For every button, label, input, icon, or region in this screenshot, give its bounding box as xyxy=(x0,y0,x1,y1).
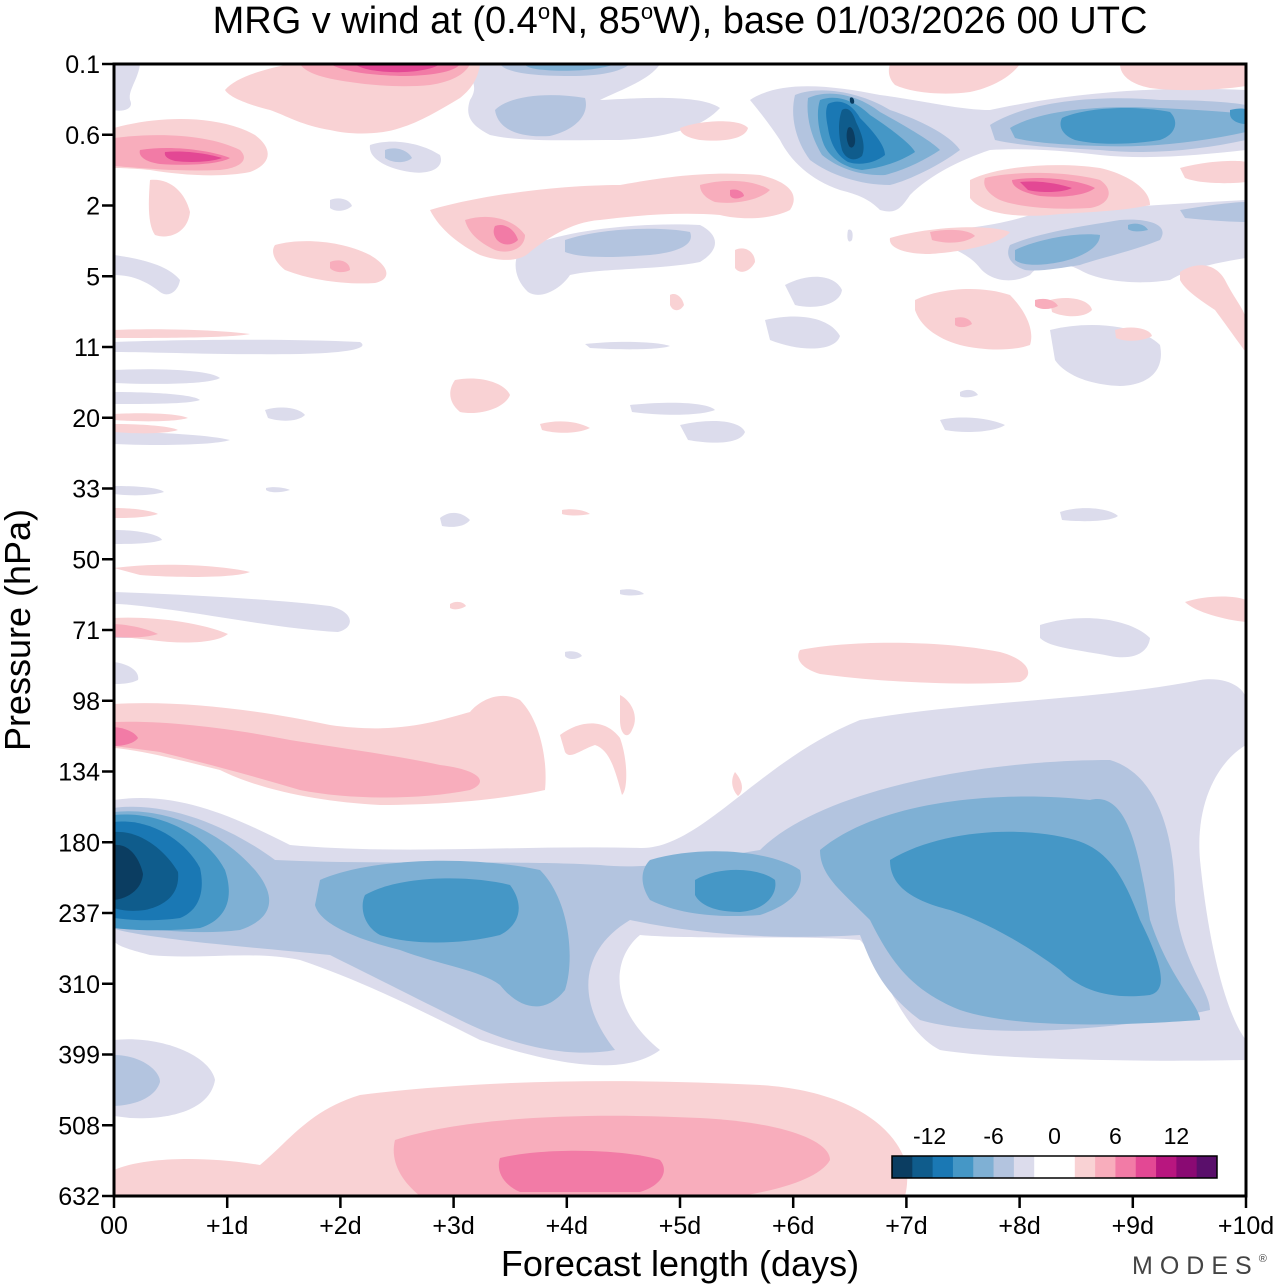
colorbar-label: 12 xyxy=(1164,1123,1190,1149)
y-axis: 0.1 0.6 2 5 11 20 33 50 71 98 134 180 237 310 399 508 63… xyxy=(58,51,114,1211)
x-tick-label: 00 xyxy=(100,1212,128,1240)
colorbar-label: -6 xyxy=(983,1123,1003,1149)
contour-neg-l4 xyxy=(114,814,1161,997)
colorbar-swatch xyxy=(1196,1156,1218,1178)
y-tick-label: 0.1 xyxy=(65,51,100,79)
contour-pos-mid-right xyxy=(798,596,1246,684)
colorbar-swatch xyxy=(1115,1156,1137,1178)
y-axis-label: Pressure (hPa) xyxy=(0,509,38,751)
x-tick-label: +6d xyxy=(772,1212,814,1240)
contour-pos-strat-1 xyxy=(114,64,1246,434)
contour-neg-strat-4 xyxy=(817,97,1246,170)
colorbar-swatch xyxy=(993,1156,1015,1178)
x-tick-label: +7d xyxy=(885,1212,927,1240)
colorbar-label: 0 xyxy=(1048,1123,1061,1149)
y-tick-label: 2 xyxy=(86,193,100,221)
contour-neg-l7 xyxy=(114,844,143,900)
y-tick-label: 33 xyxy=(72,476,100,504)
contour-field xyxy=(114,64,1246,1196)
x-axis-label: Forecast length (days) xyxy=(501,1243,859,1284)
colorbar-swatch xyxy=(952,1156,974,1178)
contour-pos-mid-small xyxy=(114,508,590,643)
y-tick-label: 310 xyxy=(58,971,100,999)
colorbar-swatch xyxy=(1156,1156,1177,1178)
brand-logo: MODES® xyxy=(1132,1252,1267,1280)
chart-title: MRG v wind at (0.4oN, 85oW), base 01/03/… xyxy=(213,0,1148,42)
colorbar-label: -12 xyxy=(913,1123,946,1149)
colorbar-swatch xyxy=(912,1156,934,1178)
colorbar-swatch xyxy=(932,1156,954,1178)
y-tick-label: 5 xyxy=(86,263,100,291)
contour-pos-upper-2 xyxy=(114,721,480,798)
colorbar-swatch xyxy=(892,1156,913,1178)
contour-pos-bottom-3 xyxy=(498,1150,664,1192)
colorbar-swatch xyxy=(1176,1156,1198,1178)
y-tick-label: 71 xyxy=(72,617,100,645)
contour-neg-lowleft2 xyxy=(114,1055,160,1106)
colorbar-swatch xyxy=(1074,1156,1096,1178)
y-tick-label: 632 xyxy=(58,1183,100,1211)
colorbar-swatch xyxy=(1054,1156,1076,1178)
colorbar-swatch xyxy=(1013,1156,1035,1178)
colorbar-frame xyxy=(891,1155,1218,1179)
contour-neg-strat-2 xyxy=(385,64,1246,271)
x-tick-label: +3d xyxy=(432,1212,474,1240)
y-tick-label: 180 xyxy=(58,829,100,857)
contour-pos-upper-3 xyxy=(114,727,138,746)
x-tick-label: +10d xyxy=(1218,1212,1274,1240)
colorbar-swatch xyxy=(1135,1156,1157,1178)
x-axis: 00 +1d +2d +3d +4d +5d +6d +7d +8d +9d +10d xyxy=(100,1196,1274,1240)
x-tick-label: +1d xyxy=(206,1212,248,1240)
y-tick-label: 20 xyxy=(72,405,100,433)
colorbar-swatch xyxy=(1095,1156,1116,1178)
x-tick-label: +4d xyxy=(546,1212,588,1240)
x-tick-label: +8d xyxy=(998,1212,1040,1240)
y-tick-label: 0.6 xyxy=(65,122,100,150)
colorbar-swatch xyxy=(1034,1156,1055,1178)
y-tick-label: 98 xyxy=(72,688,100,716)
colorbar: -12 -6 0 6 12 xyxy=(891,1123,1218,1179)
y-tick-label: 50 xyxy=(72,546,100,574)
colorbar-label: 6 xyxy=(1109,1123,1122,1149)
x-tick-label: +2d xyxy=(319,1212,361,1240)
contour-neg-strat-7 xyxy=(846,97,856,148)
contour-pos-mid-small2 xyxy=(114,624,158,638)
y-tick-label: 399 xyxy=(58,1042,100,1070)
y-tick-label: 134 xyxy=(58,759,100,787)
x-tick-label: +9d xyxy=(1112,1212,1154,1240)
y-tick-label: 237 xyxy=(58,900,100,928)
y-tick-label: 11 xyxy=(74,334,100,362)
x-tick-label: +5d xyxy=(659,1212,701,1240)
colorbar-swatch xyxy=(973,1156,995,1178)
y-tick-label: 508 xyxy=(58,1112,100,1140)
